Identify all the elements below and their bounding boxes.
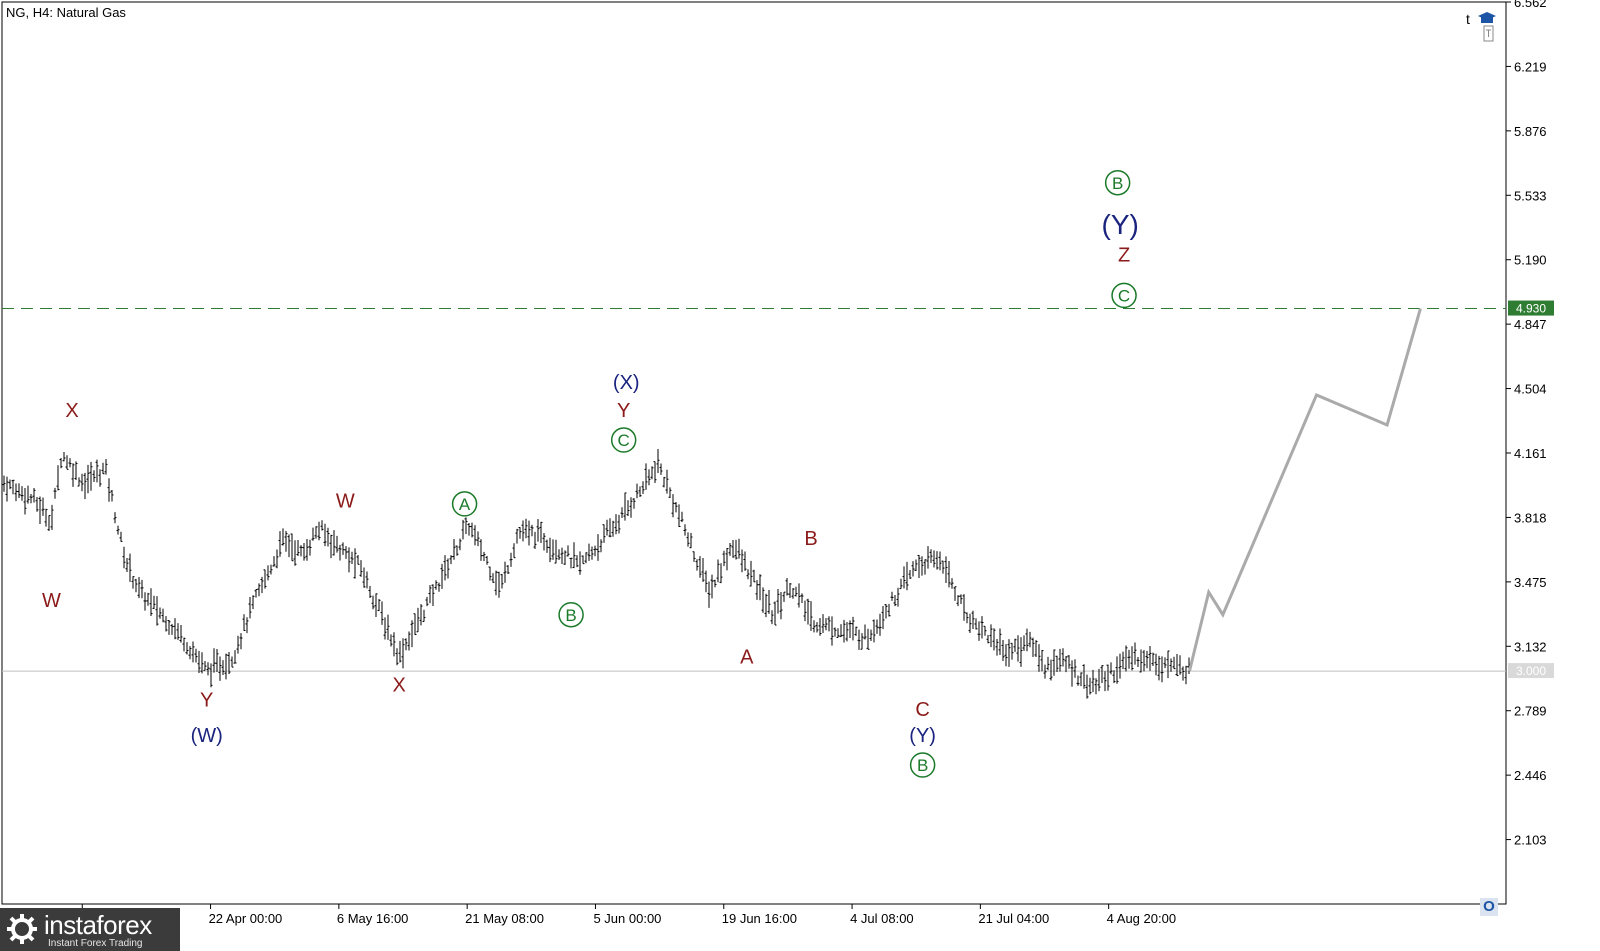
wave-label: B — [1112, 174, 1123, 193]
wave-label: A — [459, 495, 471, 514]
wave-label: C — [915, 699, 929, 721]
x-tick-label: 6 May 16:00 — [337, 911, 409, 926]
graduation-cap-icon[interactable]: t — [1466, 8, 1496, 42]
svg-text:t: t — [1466, 11, 1470, 27]
wave-label: X — [392, 674, 405, 696]
wave-label: A — [740, 646, 754, 668]
wave-label: B — [804, 528, 817, 550]
wave-label: B — [565, 606, 576, 625]
wave-label: C — [1118, 287, 1130, 306]
wave-label: Y — [617, 400, 630, 422]
y-tick-label: 6.562 — [1514, 0, 1547, 10]
x-tick-label: 22 Apr 00:00 — [209, 911, 283, 926]
wave-label: W — [42, 590, 61, 612]
y-tick-label: 4.161 — [1514, 446, 1547, 461]
logo-name: instaforex — [44, 910, 152, 941]
wave-label: Z — [1118, 244, 1130, 266]
x-tick-label: 4 Aug 20:00 — [1107, 911, 1176, 926]
logo-tagline: Instant Forex Trading — [48, 938, 143, 949]
wave-label: W — [336, 490, 355, 512]
x-tick-label: 21 Jul 04:00 — [978, 911, 1049, 926]
instaforex-logo: instaforex Instant Forex Trading — [0, 908, 180, 951]
x-tick-label: 5 Jun 00:00 — [593, 911, 661, 926]
price-label: 3.000 — [1516, 664, 1546, 678]
wave-label: Y — [200, 689, 213, 711]
wave-label: (X) — [613, 372, 640, 394]
x-tick-label: 4 Jul 08:00 — [850, 911, 914, 926]
x-tick-label: 21 May 08:00 — [465, 911, 544, 926]
o-icon[interactable]: O — [1480, 898, 1498, 916]
chart-title: NG, H4: Natural Gas — [6, 5, 126, 20]
y-tick-label: 5.190 — [1514, 253, 1547, 268]
wave-label: (Y) — [1102, 209, 1139, 240]
wave-label: B — [917, 756, 928, 775]
y-tick-label: 6.219 — [1514, 59, 1547, 74]
y-tick-label: 3.818 — [1514, 510, 1547, 525]
y-tick-label: 3.132 — [1514, 639, 1547, 654]
y-tick-label: 4.847 — [1514, 317, 1547, 332]
wave-label: X — [65, 400, 78, 422]
wave-label: C — [618, 431, 630, 450]
plot-frame — [2, 2, 1506, 904]
y-tick-label: 5.876 — [1514, 124, 1547, 139]
y-tick-label: 5.533 — [1514, 188, 1547, 203]
wave-label: (Y) — [909, 725, 936, 747]
y-tick-label: 2.446 — [1514, 768, 1547, 783]
y-tick-label: 2.103 — [1514, 833, 1547, 848]
y-tick-label: 3.475 — [1514, 575, 1547, 590]
x-tick-label: 19 Jun 16:00 — [722, 911, 797, 926]
forecast-path — [1189, 309, 1420, 672]
price-label: 4.930 — [1516, 302, 1546, 316]
gear-icon — [6, 913, 38, 945]
wave-label: (W) — [191, 725, 223, 747]
y-tick-label: 2.789 — [1514, 704, 1547, 719]
y-tick-label: 4.504 — [1514, 382, 1547, 397]
